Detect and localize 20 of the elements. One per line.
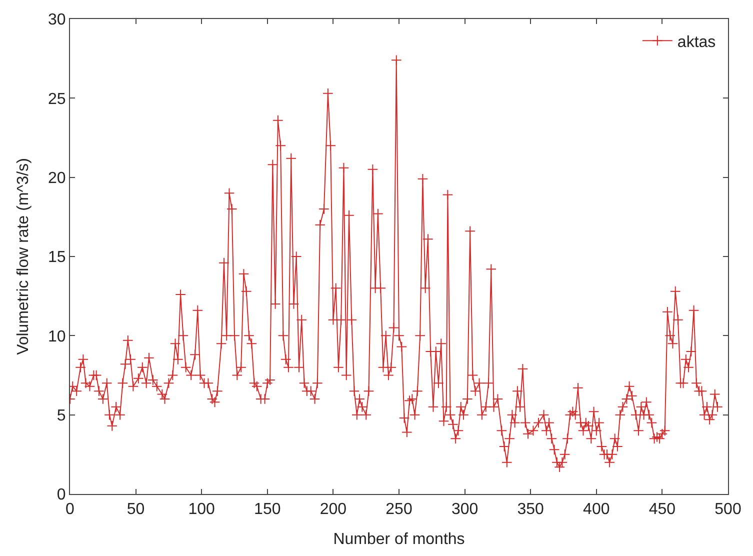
x-tick-label: 350 — [517, 501, 544, 518]
y-tick-label: 25 — [48, 90, 66, 108]
x-tick-label: 50 — [126, 501, 145, 518]
y-tick-label: 5 — [56, 407, 66, 424]
x-tick-label: 100 — [188, 501, 216, 518]
x-tick-label: 400 — [583, 501, 610, 518]
y-tick-label: 30 — [48, 12, 66, 29]
x-tick-label: 250 — [386, 501, 412, 518]
x-tick-label: 200 — [320, 501, 347, 518]
y-axis-title: Volumetric flow rate (m^3/s) — [14, 158, 32, 355]
x-tick-label: 450 — [648, 501, 676, 518]
y-tick-label: 0 — [56, 486, 66, 504]
x-tick-label: 150 — [254, 501, 281, 518]
x-tick-label: 300 — [451, 501, 478, 518]
y-tick-label: 20 — [48, 170, 66, 187]
y-tick-label: 15 — [48, 249, 66, 266]
legend-label: aktas — [677, 34, 716, 51]
x-axis-title: Number of months — [333, 530, 465, 548]
y-tick-label: 10 — [48, 328, 66, 346]
x-tick-label: 500 — [714, 501, 742, 518]
